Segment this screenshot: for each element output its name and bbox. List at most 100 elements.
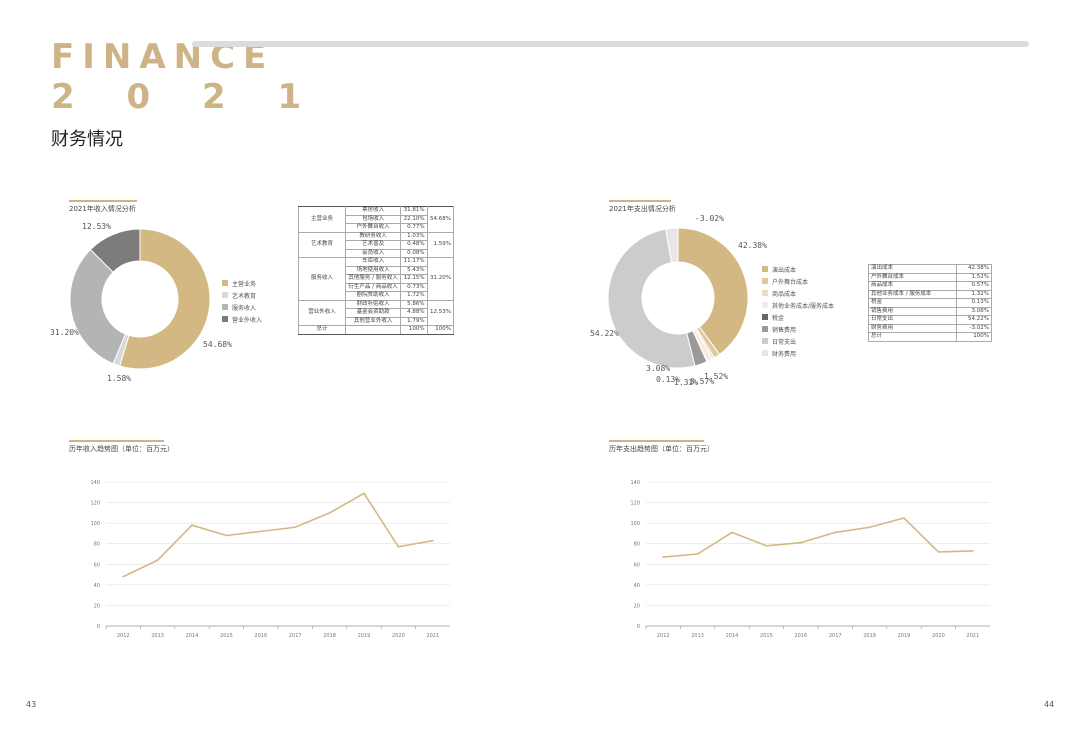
expense-pct-cell: 42.38% bbox=[956, 264, 992, 274]
expense-pct-cell: 0.57% bbox=[956, 281, 992, 291]
expense-table-row: 总计 100% bbox=[868, 332, 992, 342]
expense-line-series-line bbox=[663, 517, 973, 558]
expense-line-ytick: 120 bbox=[630, 501, 640, 507]
legend-label: 户外舞台成本 bbox=[772, 278, 809, 286]
income-pct-cell: 31.81% bbox=[400, 206, 428, 216]
legend-label: 其他业务成本/服务成本 bbox=[772, 302, 835, 310]
expense-pct-cell: -3.02% bbox=[956, 323, 992, 333]
income-group-cell: 主营业务 bbox=[298, 206, 346, 233]
income-item-cell: 剧院赞助收入 bbox=[344, 291, 402, 301]
expense-legend-item: 销售费用 bbox=[762, 323, 834, 335]
legend-label: 营业外收入 bbox=[232, 316, 263, 324]
expense-line-ytick: 20 bbox=[634, 603, 640, 609]
expense-pie-title-line bbox=[609, 200, 671, 202]
page-number-right: 44 bbox=[1044, 700, 1055, 709]
expense-line-ytick: 80 bbox=[634, 542, 640, 548]
expense-pct-cell: 0.13% bbox=[956, 298, 992, 308]
income-item-cell: 会员收入 bbox=[344, 248, 402, 258]
income-pie-title: 2021年收入情况分析 bbox=[69, 205, 136, 213]
income-group-cell: 服务收入 bbox=[298, 257, 346, 301]
income-line-ytick: 60 bbox=[94, 562, 100, 568]
income-line-ytick: 40 bbox=[94, 583, 100, 589]
income-pct-cell: 1.79% bbox=[400, 316, 428, 326]
expense-table-row: 户外舞台成本 1.52% bbox=[868, 272, 992, 282]
income-total-row-cell: 100% bbox=[400, 325, 428, 335]
income-line-xtick: 2017 bbox=[289, 633, 302, 639]
income-legend-item: 主营业务 bbox=[222, 277, 262, 289]
income-item-cell: 基金会资助款 bbox=[344, 308, 402, 318]
legend-swatch bbox=[762, 338, 768, 344]
income-pct-cell: 1.03% bbox=[400, 231, 428, 241]
income-pct-cell: 11.17% bbox=[400, 257, 428, 267]
expense-pie-label-5: 1.32% bbox=[674, 378, 699, 387]
income-pct-cell: 1.72% bbox=[400, 291, 428, 301]
income-legend-item: 营业外收入 bbox=[222, 313, 262, 325]
expense-line-point bbox=[731, 531, 733, 534]
expense-legend-item: 其他业务成本/服务成本 bbox=[762, 299, 834, 311]
expense-pie-legend: 演出成本 户外舞台成本 商品成本 其他业务成本/服务成本 税金 销售费用 日常支出 财务费用 bbox=[762, 263, 834, 359]
legend-swatch bbox=[762, 350, 768, 356]
expense-line-point bbox=[971, 550, 974, 552]
income-legend-item: 服务收入 bbox=[222, 301, 262, 313]
legend-label: 演出成本 bbox=[772, 266, 797, 274]
income-line-ytick: 100 bbox=[90, 521, 100, 527]
legend-swatch bbox=[762, 326, 768, 332]
expense-pie-label-7: 3.08% bbox=[646, 364, 671, 373]
expense-item-cell: 户外舞台成本 bbox=[868, 272, 957, 282]
income-item-cell: 衍生产品 / 商品收入 bbox=[344, 282, 402, 292]
income-line-ytick: 0 bbox=[97, 624, 100, 630]
income-item-cell: 财政补贴收入 bbox=[344, 299, 402, 309]
income-total-cell: 1.59% bbox=[426, 231, 455, 258]
income-pie-slice-1 bbox=[119, 228, 211, 370]
expense-legend-item: 日常支出 bbox=[762, 335, 834, 347]
income-line-point bbox=[431, 539, 434, 542]
income-total-row-cell: 总计 bbox=[298, 325, 346, 335]
income-pct-cell: 22.10% bbox=[400, 214, 428, 224]
expense-item-cell: 总计 bbox=[868, 332, 957, 342]
income-pie-slice-3 bbox=[69, 248, 127, 365]
income-line-point bbox=[397, 545, 400, 548]
expense-line-xtick: 2013 bbox=[691, 633, 704, 639]
income-line-title: 历年收入趋势图（单位：百万元） bbox=[69, 445, 174, 453]
income-item-cell: 户外舞台收入 bbox=[344, 223, 402, 233]
expense-pie-label-2: 42.38% bbox=[738, 241, 767, 250]
expense-pie-label-1: -3.02% bbox=[695, 214, 724, 223]
income-item-cell: 场地使用收入 bbox=[344, 265, 402, 275]
expense-pie-label-4: 0.57% bbox=[690, 377, 715, 386]
income-item-cell: 车库收入 bbox=[344, 257, 402, 267]
legend-swatch bbox=[222, 292, 228, 298]
income-group-cell: 营业外收入 bbox=[298, 299, 346, 326]
expense-line-chart: 0 20 40 60 80 100 120 140 2012 2013 2014 2015 2016 20… bbox=[630, 480, 990, 639]
income-line-point bbox=[122, 575, 125, 578]
legend-swatch bbox=[222, 316, 228, 322]
income-total-row-cell: 100% bbox=[426, 325, 455, 335]
expense-line-title-line bbox=[609, 440, 704, 442]
expense-pct-cell: 3.08% bbox=[956, 306, 992, 316]
income-line-xtick: 2013 bbox=[151, 633, 164, 639]
expense-table-row: 演出成本 42.38% bbox=[868, 264, 992, 274]
income-line-xtick: 2015 bbox=[220, 633, 233, 639]
expense-pct-cell: 1.52% bbox=[956, 272, 992, 282]
income-pct-cell: 4.88% bbox=[400, 308, 428, 318]
income-item-cell: 其他营业外收入 bbox=[344, 316, 402, 326]
income-item-cell: 其他服务 / 服务收入 bbox=[344, 274, 402, 284]
expense-line-ytick: 0 bbox=[637, 624, 640, 630]
income-total-cell: 12.53% bbox=[426, 299, 455, 326]
legend-label: 日常支出 bbox=[772, 338, 797, 346]
expense-line-ytick: 40 bbox=[634, 583, 640, 589]
expense-pie-label-6: 0.13% bbox=[656, 375, 681, 384]
income-table-row: 艺术教育 教研务收入 1.03% 1.59% bbox=[298, 231, 455, 258]
income-pie-legend: 主营业务 艺术教育 服务收入 营业外收入 bbox=[222, 277, 262, 325]
expense-line-xtick: 2014 bbox=[726, 633, 739, 639]
income-group-cell: 艺术教育 bbox=[298, 231, 346, 258]
income-total-row-cell bbox=[344, 325, 402, 335]
page-subtitle: 财务情况 bbox=[51, 129, 123, 150]
legend-label: 销售费用 bbox=[772, 326, 797, 334]
income-line-point bbox=[156, 559, 159, 562]
income-line-xtick: 2019 bbox=[358, 633, 371, 639]
income-pie-label-1: 54.68% bbox=[203, 340, 232, 349]
expense-item-cell: 销售费用 bbox=[868, 306, 957, 316]
legend-swatch bbox=[762, 290, 768, 296]
income-pct-cell: 0.48% bbox=[400, 240, 428, 250]
income-line-xtick: 2020 bbox=[392, 633, 405, 639]
